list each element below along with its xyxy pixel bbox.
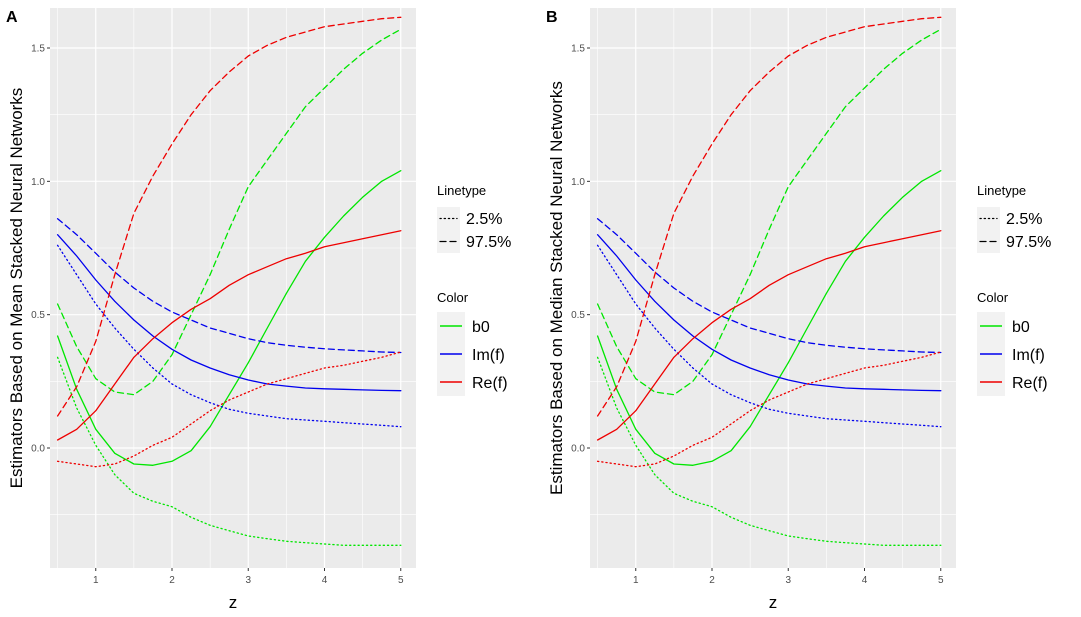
legend-label-linetype: 97.5% bbox=[466, 234, 511, 251]
series-line-re-f-97-5 bbox=[56, 16, 402, 417]
x-tick-label: 4 bbox=[862, 575, 868, 586]
plot-panel-background bbox=[590, 8, 956, 568]
x-tick-label: 5 bbox=[938, 575, 944, 586]
y-tick-label: 0.0 bbox=[571, 444, 585, 455]
series-line-im-f-2-5 bbox=[596, 244, 942, 428]
y-tick-label: 0.0 bbox=[31, 444, 45, 455]
legend-label-color: Re(f) bbox=[472, 375, 508, 392]
y-tick-label: 1.5 bbox=[571, 44, 585, 55]
y-tick-label: 1.0 bbox=[571, 177, 585, 188]
x-tick-label: 2 bbox=[709, 575, 715, 586]
y-tick-label: 1.0 bbox=[31, 177, 45, 188]
series-line-im-f-97-5 bbox=[596, 218, 942, 354]
legend-label-linetype: 97.5% bbox=[1006, 234, 1051, 251]
series-line-re-f bbox=[596, 230, 942, 441]
series-line-b0 bbox=[596, 170, 942, 466]
panel-tag: B bbox=[546, 9, 558, 26]
minor-grid bbox=[50, 8, 416, 568]
legend-label-color: Re(f) bbox=[1012, 375, 1048, 392]
legend-key-background bbox=[977, 230, 1000, 253]
series-line-b0-97-5 bbox=[596, 28, 942, 396]
legend-key-background bbox=[437, 230, 460, 253]
y-tick-label: 0.5 bbox=[571, 310, 585, 321]
series-line-b0-2-5 bbox=[56, 356, 402, 546]
x-tick-label: 3 bbox=[245, 575, 251, 586]
x-tick-label: 5 bbox=[398, 575, 404, 586]
legend-label-color: b0 bbox=[472, 319, 490, 336]
series-line-re-f-2-5 bbox=[596, 351, 942, 468]
series-line-re-f bbox=[56, 230, 402, 441]
series-line-b0-97-5 bbox=[56, 28, 402, 396]
legend-color-title: Color bbox=[977, 290, 1009, 305]
x-tick-label: 3 bbox=[785, 575, 791, 586]
chart-panel-b: 1 2 3 4 5 0.0 0.5 1.0 1.5 Bz Estimators Based on M… bbox=[546, 8, 1051, 612]
legend-label-color: Im(f) bbox=[472, 347, 505, 364]
plot-panel-background bbox=[50, 8, 416, 568]
y-tick-label: 1.5 bbox=[31, 44, 45, 55]
series-line-im-f bbox=[56, 234, 402, 392]
x-axis-title: z bbox=[229, 593, 238, 612]
legend-linetype-title: Linetype bbox=[977, 183, 1026, 198]
series-line-re-f-2-5 bbox=[56, 351, 402, 468]
x-axis-title: z bbox=[769, 593, 778, 612]
y-tick-label: 0.5 bbox=[31, 310, 45, 321]
x-tick-label: 2 bbox=[169, 575, 175, 586]
panel-tag: A bbox=[6, 9, 18, 26]
series-line-im-f-2-5 bbox=[56, 244, 402, 428]
minor-grid bbox=[590, 8, 956, 568]
x-tick-label: 1 bbox=[633, 575, 639, 586]
series-line-im-f bbox=[596, 234, 942, 392]
series-line-b0-2-5 bbox=[596, 356, 942, 546]
legend-linetype-title: Linetype bbox=[437, 183, 486, 198]
chart-panel-a: 1 2 3 4 5 0.0 0.5 1.0 1.5 Az Estimators Based on M… bbox=[6, 8, 511, 612]
series-line-b0 bbox=[56, 170, 402, 466]
series-line-re-f-97-5 bbox=[596, 16, 942, 417]
legend-label-linetype: 2.5% bbox=[466, 211, 502, 228]
y-axis-title: Estimators Based on Median Stacked Neura… bbox=[547, 81, 566, 495]
x-tick-label: 1 bbox=[93, 575, 99, 586]
legend-label-linetype: 2.5% bbox=[1006, 211, 1042, 228]
legend-label-color: Im(f) bbox=[1012, 347, 1045, 364]
y-axis-title: Estimators Based on Mean Stacked Neural … bbox=[7, 88, 26, 489]
x-tick-label: 4 bbox=[322, 575, 328, 586]
legend-label-color: b0 bbox=[1012, 319, 1030, 336]
series-line-im-f-97-5 bbox=[56, 218, 402, 354]
legend-color-title: Color bbox=[437, 290, 469, 305]
